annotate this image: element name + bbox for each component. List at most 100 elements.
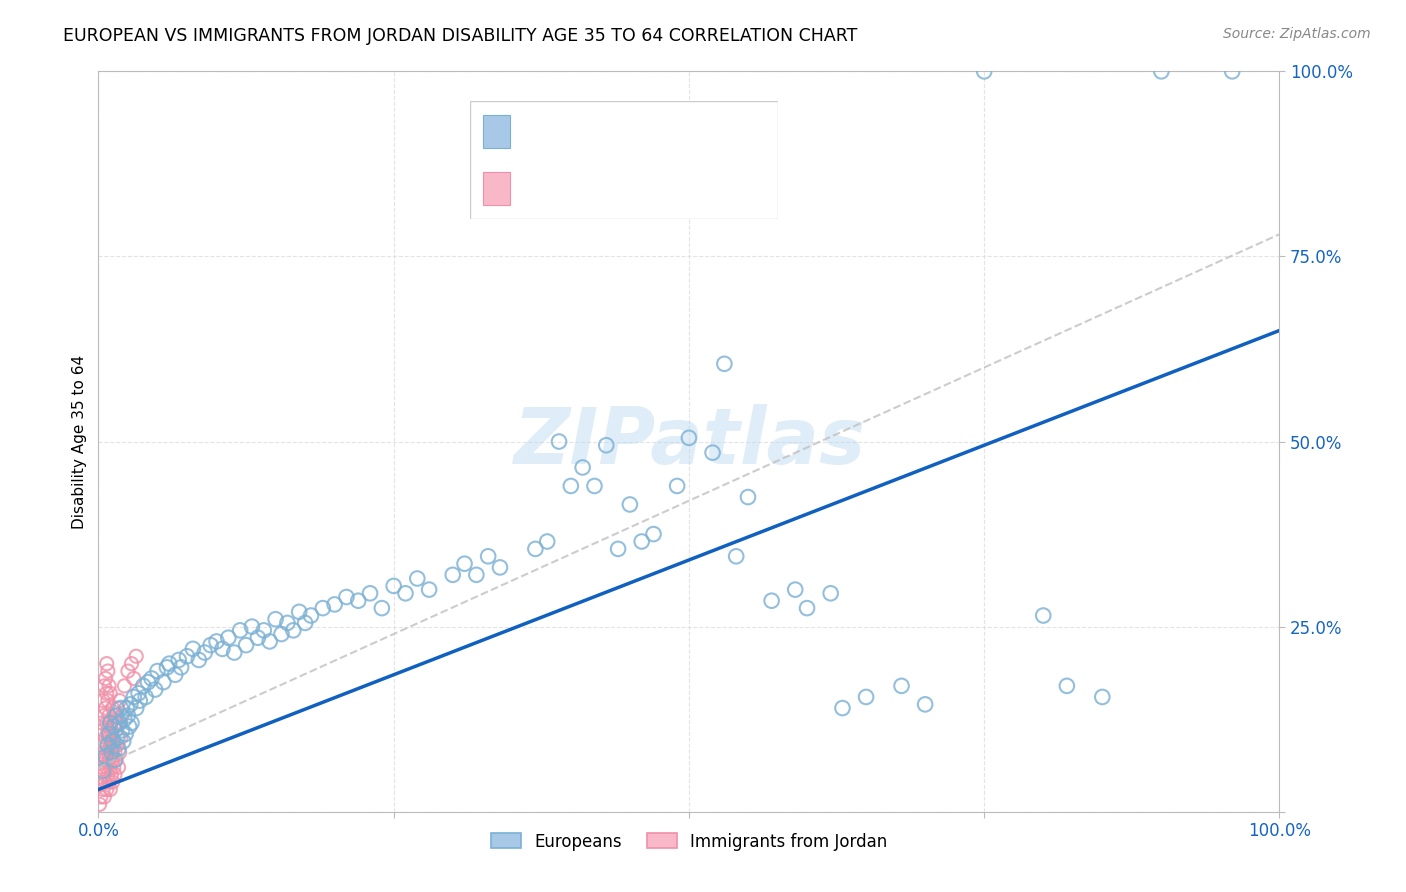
Point [820, 586, 842, 600]
Point [128, 686, 150, 700]
Point [595, 438, 617, 452]
Point [713, 357, 735, 371]
Point [477, 549, 499, 564]
Point [1032, 608, 1054, 623]
Point [117, 664, 139, 678]
Point [619, 498, 641, 512]
Point [224, 646, 246, 660]
Point [156, 660, 179, 674]
Point [548, 434, 571, 449]
Point [100, 723, 122, 738]
Point [98, 731, 121, 745]
Point [104, 715, 127, 730]
Point [98, 715, 121, 730]
Point [96, 715, 118, 730]
Point [98, 686, 121, 700]
Point [276, 615, 298, 630]
Point [94, 749, 117, 764]
Point [105, 701, 128, 715]
Point [583, 479, 606, 493]
Point [96, 738, 118, 752]
Point [101, 775, 124, 789]
Point [90, 775, 112, 789]
Point [93, 767, 115, 781]
Point [103, 760, 125, 774]
Point [89, 797, 111, 812]
Point [98, 753, 121, 767]
Point [105, 738, 128, 752]
Point [121, 715, 143, 730]
Point [181, 641, 204, 656]
Point [737, 490, 759, 504]
Point [94, 753, 117, 767]
Point [607, 541, 630, 556]
Point [294, 615, 316, 630]
Point [98, 715, 121, 730]
Point [97, 767, 120, 781]
Point [97, 723, 120, 738]
Point [1056, 679, 1078, 693]
Point [100, 746, 122, 760]
Point [914, 698, 936, 712]
Point [831, 701, 853, 715]
Point [761, 593, 783, 607]
Point [98, 775, 121, 789]
Point [270, 627, 292, 641]
Point [111, 723, 134, 738]
Point [205, 634, 228, 648]
Point [105, 731, 128, 745]
Point [93, 679, 115, 693]
Point [97, 694, 120, 708]
Point [643, 527, 665, 541]
Point [94, 672, 117, 686]
Point [170, 660, 193, 674]
Point [96, 657, 118, 671]
Point [98, 708, 121, 723]
Point [98, 738, 121, 752]
Point [666, 479, 689, 493]
Point [91, 760, 114, 774]
Point [890, 679, 912, 693]
Point [97, 664, 120, 678]
Point [702, 445, 724, 459]
Point [111, 708, 134, 723]
Text: Source: ZipAtlas.com: Source: ZipAtlas.com [1223, 27, 1371, 41]
Point [100, 746, 122, 760]
Point [132, 679, 155, 693]
Point [104, 767, 127, 781]
Point [91, 753, 114, 767]
Point [128, 694, 150, 708]
Point [91, 738, 114, 752]
Point [112, 679, 135, 693]
Point [176, 649, 198, 664]
Point [211, 641, 233, 656]
Point [571, 460, 593, 475]
Text: EUROPEAN VS IMMIGRANTS FROM JORDAN DISABILITY AGE 35 TO 64 CORRELATION CHART: EUROPEAN VS IMMIGRANTS FROM JORDAN DISAB… [63, 27, 858, 45]
Point [107, 741, 129, 756]
Point [135, 690, 157, 704]
Point [141, 672, 163, 686]
Y-axis label: Disability Age 35 to 64: Disability Age 35 to 64 [72, 354, 87, 529]
Point [122, 690, 145, 704]
Point [112, 712, 135, 726]
Point [1220, 64, 1243, 78]
Point [288, 605, 311, 619]
Point [108, 715, 131, 730]
Point [103, 738, 125, 752]
Point [108, 746, 131, 760]
Point [104, 753, 127, 767]
Point [98, 679, 121, 693]
Point [235, 638, 257, 652]
Point [91, 764, 114, 778]
Point [453, 557, 475, 571]
Point [101, 701, 124, 715]
Point [97, 746, 120, 760]
Point [107, 715, 129, 730]
Point [103, 708, 125, 723]
Point [117, 708, 139, 723]
Point [1150, 64, 1173, 78]
Point [973, 64, 995, 78]
Point [105, 708, 128, 723]
Point [94, 731, 117, 745]
Point [90, 789, 112, 804]
